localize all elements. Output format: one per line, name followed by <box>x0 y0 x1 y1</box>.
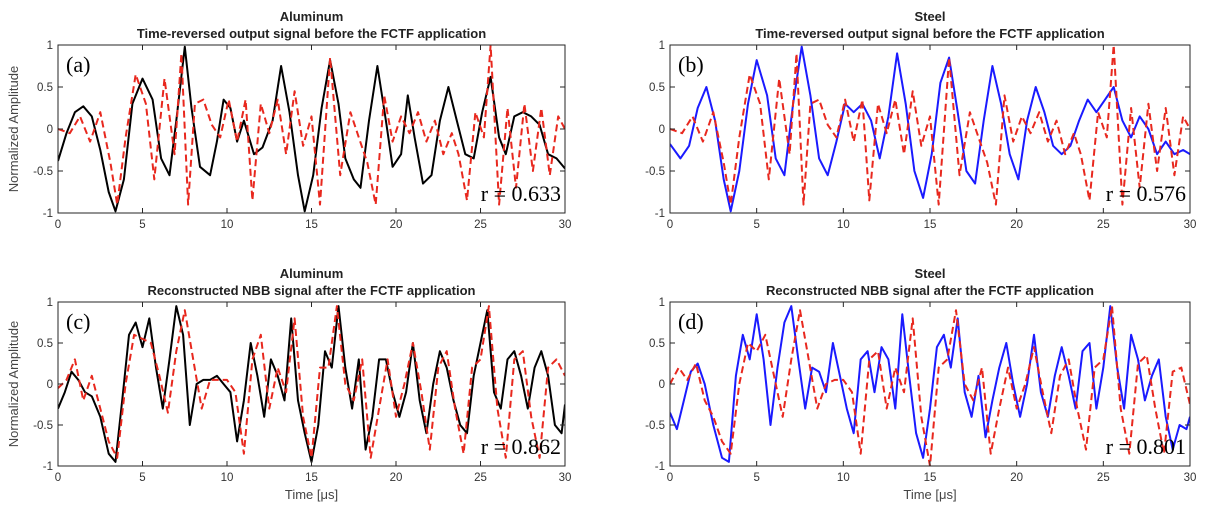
chart-panel-2: Aluminum Reconstructed NBB signal after t… <box>6 266 571 502</box>
chart-subtitle: Time-reversed output signal before the F… <box>755 26 1104 41</box>
y-tick-label: 0 <box>47 124 53 136</box>
x-tick-label: 0 <box>667 219 673 231</box>
x-tick-label: 10 <box>837 472 850 484</box>
y-axis-label: Normalized Amplitude <box>6 321 21 447</box>
series-line-0 <box>58 305 565 463</box>
x-tick-label: 20 <box>390 472 403 484</box>
y-tick-label: -0.5 <box>645 420 665 432</box>
x-tick-label: 15 <box>924 472 937 484</box>
y-tick-label: 1 <box>659 40 665 52</box>
x-tick-label: 0 <box>667 472 673 484</box>
series-line-0 <box>670 45 1190 213</box>
chart-subtitle: Reconstructed NBB signal after the FCTF … <box>148 283 476 298</box>
x-tick-label: 25 <box>1097 472 1110 484</box>
x-axis-label: Time [μs] <box>285 487 338 502</box>
y-tick-label: 0.5 <box>649 338 665 350</box>
y-tick-label: -0.5 <box>645 166 665 178</box>
x-tick-label: 30 <box>1184 219 1197 231</box>
x-tick-label: 5 <box>139 219 145 231</box>
y-tick-label: -1 <box>43 461 53 473</box>
correlation-annotation: r = 0.801 <box>1106 434 1186 459</box>
x-tick-label: 20 <box>1010 472 1023 484</box>
y-tick-label: 0 <box>47 379 53 391</box>
y-tick-label: -1 <box>655 461 665 473</box>
chart-subtitle: Reconstructed NBB signal after the FCTF … <box>766 283 1094 298</box>
chart-subtitle: Time-reversed output signal before the F… <box>137 26 486 41</box>
panel-label: (c) <box>66 309 90 334</box>
x-tick-label: 30 <box>559 472 572 484</box>
x-axis-label: Time [μs] <box>903 487 956 502</box>
panel-label: (b) <box>678 52 704 77</box>
x-tick-label: 10 <box>221 219 234 231</box>
correlation-annotation: r = 0.633 <box>481 181 561 206</box>
series-line-1 <box>58 45 565 206</box>
y-tick-label: -1 <box>43 208 53 220</box>
y-tick-label: 1 <box>47 40 53 52</box>
x-tick-label: 20 <box>390 219 403 231</box>
y-tick-label: -0.5 <box>33 166 53 178</box>
y-tick-label: -1 <box>655 208 665 220</box>
x-tick-label: 25 <box>1097 219 1110 231</box>
x-tick-label: 15 <box>924 219 937 231</box>
chart-title: Aluminum <box>280 9 344 24</box>
x-tick-label: 5 <box>753 472 759 484</box>
y-tick-label: 1 <box>659 297 665 309</box>
y-tick-label: 0.5 <box>37 82 53 94</box>
panel-label: (a) <box>66 52 90 77</box>
x-tick-label: 0 <box>55 219 61 231</box>
y-tick-label: 1 <box>47 297 53 309</box>
chart-title: Steel <box>914 266 945 281</box>
x-tick-label: 25 <box>474 472 487 484</box>
series-line-1 <box>670 305 1190 466</box>
correlation-annotation: r = 0.576 <box>1106 181 1186 206</box>
correlation-annotation: r = 0.862 <box>481 434 561 459</box>
y-tick-label: 0 <box>659 124 665 136</box>
x-tick-label: 30 <box>559 219 572 231</box>
chart-title: Steel <box>914 9 945 24</box>
chart-panel-0: Aluminum Time-reversed output signal befo… <box>6 9 571 231</box>
panel-label: (d) <box>678 309 704 334</box>
x-tick-label: 30 <box>1184 472 1197 484</box>
series-line-0 <box>58 45 565 213</box>
x-tick-label: 0 <box>55 472 61 484</box>
x-tick-label: 25 <box>474 219 487 231</box>
y-tick-label: 0.5 <box>37 338 53 350</box>
x-tick-label: 20 <box>1010 219 1023 231</box>
chart-panel-1: Steel Time-reversed output signal before … <box>645 9 1196 231</box>
y-tick-label: -0.5 <box>33 420 53 432</box>
chart-panel-3: Steel Reconstructed NBB signal after the … <box>645 266 1196 502</box>
x-tick-label: 10 <box>837 219 850 231</box>
series-line-1 <box>670 45 1190 206</box>
y-tick-label: 0 <box>659 379 665 391</box>
x-tick-label: 10 <box>221 472 234 484</box>
x-tick-label: 15 <box>305 472 318 484</box>
x-tick-label: 15 <box>305 219 318 231</box>
y-tick-label: 0.5 <box>649 82 665 94</box>
y-axis-label: Normalized Amplitude <box>6 66 21 192</box>
x-tick-label: 5 <box>753 219 759 231</box>
series-line-1 <box>58 305 565 459</box>
chart-title: Aluminum <box>280 266 344 281</box>
x-tick-label: 5 <box>139 472 145 484</box>
